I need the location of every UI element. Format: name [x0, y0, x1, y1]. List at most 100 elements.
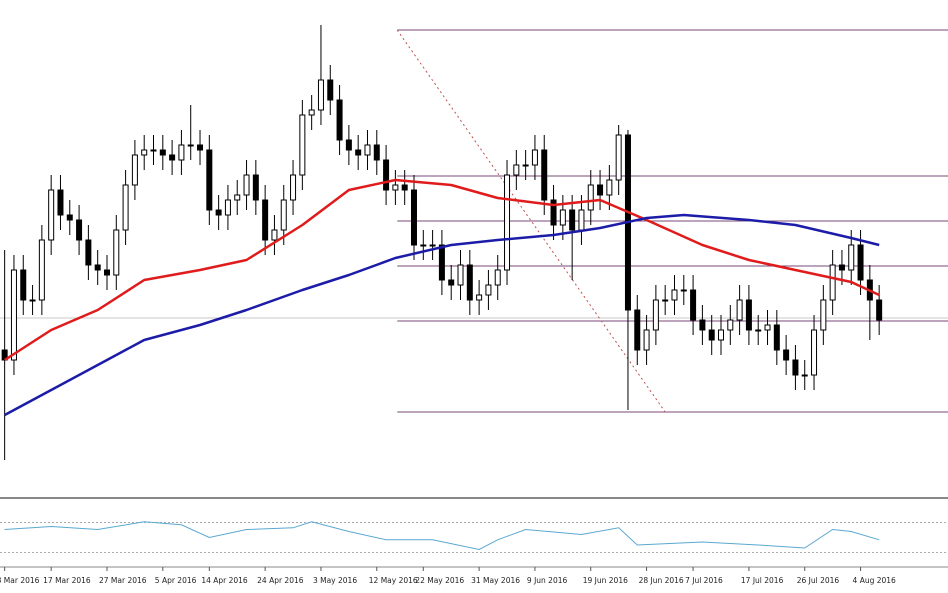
- candle-body: [66, 214, 73, 221]
- candle-body: [206, 149, 213, 211]
- candle-body: [801, 374, 808, 377]
- candle-body: [513, 164, 520, 176]
- candle-body: [355, 149, 362, 156]
- candle-body: [243, 174, 250, 196]
- candle-body: [262, 199, 269, 241]
- candle-body: [38, 239, 45, 301]
- candle-body: [420, 244, 427, 247]
- x-tick-label: 17 Mar 2016: [43, 576, 91, 585]
- candle-body: [587, 184, 594, 211]
- candle-body: [178, 144, 185, 161]
- candle-body: [466, 264, 473, 301]
- candle-body: [550, 199, 557, 226]
- candle-body: [857, 244, 864, 281]
- x-tick-label: 14 Apr 2016: [201, 576, 248, 585]
- candle-body: [57, 189, 64, 216]
- candle-body: [792, 359, 799, 376]
- candle-body: [429, 244, 436, 247]
- candle-body: [848, 244, 855, 271]
- candle-body: [401, 184, 408, 191]
- candle-body: [494, 269, 501, 286]
- candle-body: [94, 264, 101, 271]
- candle-body: [113, 229, 120, 276]
- candle-body: [838, 264, 845, 271]
- candle-body: [643, 329, 650, 351]
- candle-body: [773, 324, 780, 351]
- x-tick-label: 19 Jun 2016: [583, 576, 628, 585]
- x-tick-label: 24 Apr 2016: [257, 576, 304, 585]
- candle-body: [718, 329, 725, 341]
- price-pane: [0, 25, 948, 460]
- candle-body: [662, 299, 669, 302]
- candle-body: [252, 174, 259, 201]
- candle-body: [671, 289, 678, 301]
- x-tick-label: 9 Jun 2016: [527, 576, 568, 585]
- candle-body: [699, 319, 706, 331]
- candle-body: [736, 299, 743, 321]
- candle-body: [271, 229, 278, 241]
- candle-body: [48, 189, 55, 241]
- candle-body: [234, 194, 241, 201]
- candle-body: [634, 309, 641, 351]
- candle-body: [215, 209, 222, 216]
- candle-body: [438, 244, 445, 281]
- candle-body: [755, 329, 762, 332]
- candle-body: [327, 79, 334, 101]
- oscillator-pane: [0, 521, 948, 553]
- candle-body: [197, 144, 204, 151]
- moving-average: [4, 213, 880, 417]
- candle-body: [522, 164, 529, 167]
- x-tick-label: 12 May 2016: [369, 576, 418, 585]
- moving-average: [4, 178, 880, 362]
- candle-body: [531, 149, 538, 166]
- candle-body: [20, 269, 27, 301]
- candle-body: [336, 99, 343, 141]
- x-tick-label: 17 Jul 2016: [741, 576, 784, 585]
- candle-body: [783, 349, 790, 361]
- candle-body: [569, 209, 576, 231]
- candle-body: [820, 299, 827, 331]
- candle-body: [169, 154, 176, 161]
- x-tick-label: 3 May 2016: [313, 576, 357, 585]
- candle-body: [476, 294, 483, 301]
- candle-body: [159, 149, 166, 156]
- candle-body: [652, 299, 659, 331]
- candle-body: [317, 79, 324, 111]
- candle-body: [141, 149, 148, 156]
- candle-body: [680, 289, 687, 292]
- x-tick-label: 28 Jun 2016: [639, 576, 684, 585]
- candle-body: [410, 189, 417, 246]
- candle-body: [187, 144, 194, 147]
- candle-body: [10, 269, 17, 361]
- candle-body: [764, 324, 771, 331]
- candle-body: [122, 184, 129, 231]
- candle-body: [308, 109, 315, 116]
- candle-body: [504, 174, 511, 271]
- candle-body: [727, 319, 734, 331]
- x-tick-label: 26 Jul 2016: [797, 576, 840, 585]
- candle-body: [485, 284, 492, 296]
- candle-body: [383, 159, 390, 191]
- oscillator-line: [4, 521, 880, 551]
- candle-body: [373, 144, 380, 161]
- candle-body: [690, 289, 697, 321]
- x-tick-label: 27 Mar 2016: [99, 576, 147, 585]
- candle-body: [150, 149, 157, 152]
- x-tick-label: 31 May 2016: [471, 576, 520, 585]
- x-tick-label: 7 Jul 2016: [685, 576, 723, 585]
- candle-body: [299, 114, 306, 176]
- x-axis: 8 Mar 2016 17 Mar 2016 27 Mar 2016 5 Apr 20…: [0, 567, 896, 585]
- candle-body: [448, 279, 455, 286]
- candle-body: [708, 329, 715, 341]
- candle-body: [829, 264, 836, 301]
- candle-body: [559, 209, 566, 226]
- candle-body: [615, 134, 622, 181]
- candle-body: [597, 184, 604, 196]
- candle-body: [85, 239, 92, 266]
- candle-body: [392, 184, 399, 191]
- x-tick-label: 22 May 2016: [415, 576, 464, 585]
- candle-body: [224, 199, 231, 216]
